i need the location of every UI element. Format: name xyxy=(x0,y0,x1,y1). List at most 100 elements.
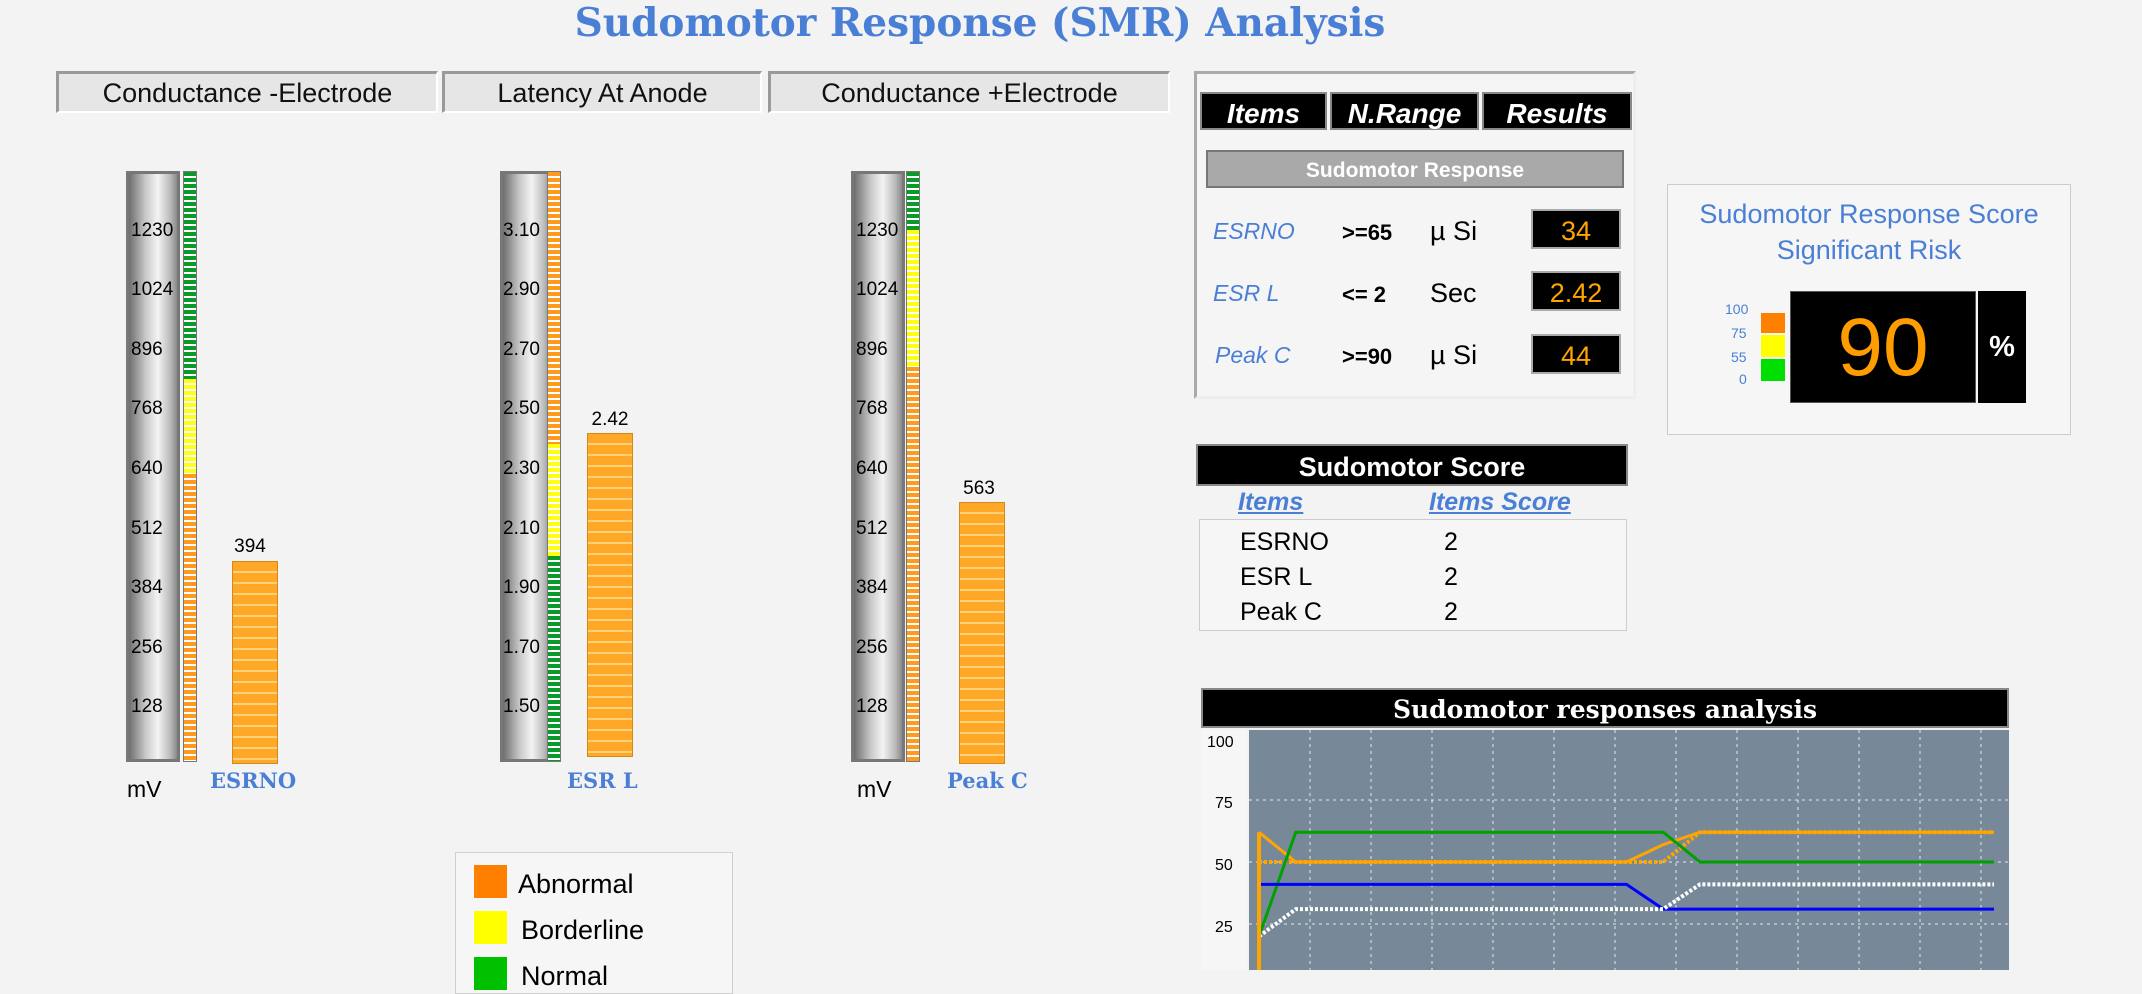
chart-series-line-2 xyxy=(1257,830,1994,937)
tick-label: 2.10 xyxy=(503,518,540,539)
chart-series-line-4 xyxy=(1257,882,1994,939)
tick-label: 1.50 xyxy=(503,696,540,717)
results-section-title: Sudomotor Response xyxy=(1206,150,1624,188)
table-cell-item: Peak C xyxy=(1240,598,1322,626)
chart-y-axis: 100 75 50 25 xyxy=(1201,730,1247,970)
chart-series-line-3 xyxy=(1259,882,1994,911)
tick-label: 256 xyxy=(131,637,163,658)
result-value: 2.42 xyxy=(1531,271,1621,311)
results-panel: Items N.Range Results Sudomotor Response… xyxy=(1194,71,1636,399)
page-title: Sudomotor Response (SMR) Analysis xyxy=(574,0,1386,46)
tick-label: 2.30 xyxy=(503,458,540,479)
result-item-range: >=65 xyxy=(1342,220,1393,245)
tick-label: 384 xyxy=(131,577,163,598)
table-cell-score: 2 xyxy=(1444,563,1458,591)
legend-swatch-abnormal xyxy=(474,865,507,898)
bar-value-esrl: 2.42 xyxy=(591,409,629,430)
bar-name-esrno: ESRNO xyxy=(210,768,297,793)
chart-y-tick: 100 xyxy=(1207,734,1234,751)
chart-series-line-0 xyxy=(1258,830,1994,864)
tick-label: 512 xyxy=(856,518,888,539)
chart-series-line-1 xyxy=(1259,830,1994,864)
scale-label: 75 xyxy=(1731,325,1747,341)
table-cell-score: 2 xyxy=(1444,598,1458,626)
result-item-unit: µ Si xyxy=(1430,216,1478,246)
tick-label: 256 xyxy=(856,637,888,658)
tick-label: 640 xyxy=(856,458,888,479)
tick-label: 640 xyxy=(131,458,163,479)
response-score-unit: % xyxy=(1978,291,2026,403)
result-value: 44 xyxy=(1531,334,1621,374)
bar-name-esrl: ESR L xyxy=(567,768,638,793)
gauge-esrno-scale xyxy=(126,171,180,762)
tick-label: 896 xyxy=(131,339,163,360)
chart-plot-area xyxy=(1249,730,2009,970)
result-item-name: ESR L xyxy=(1213,280,1280,306)
table-cell-item: ESR L xyxy=(1240,563,1313,591)
chart-y-tick: 75 xyxy=(1215,795,1233,812)
tick-label: 768 xyxy=(131,398,163,419)
legend-label: Normal xyxy=(521,961,609,991)
result-item-name: ESRNO xyxy=(1213,218,1295,244)
sudomotor-score-col-items: Items xyxy=(1238,488,1304,516)
bar-esrno xyxy=(232,561,278,764)
tick-label: 512 xyxy=(131,518,163,539)
legend-label: Borderline xyxy=(521,915,645,945)
tick-label: 768 xyxy=(856,398,888,419)
tick-label: 3.10 xyxy=(503,220,540,241)
tick-label: 2.50 xyxy=(503,398,540,419)
tick-label: 128 xyxy=(856,696,888,717)
gauge-peakc-scale xyxy=(851,171,905,762)
result-value: 34 xyxy=(1531,209,1621,249)
table-cell-score: 2 xyxy=(1444,528,1458,556)
tick-label: 2.90 xyxy=(503,279,540,300)
score-panel-risk: Significant Risk xyxy=(1776,235,1962,265)
tick-label: 896 xyxy=(856,339,888,360)
score-scale-normal xyxy=(1761,359,1785,381)
bar-esrl xyxy=(587,433,633,757)
sudomotor-score-col-score: Items Score xyxy=(1429,488,1571,516)
score-panel-title: Sudomotor Response Score xyxy=(1699,199,2039,229)
bar-peakc xyxy=(959,502,1005,764)
gauge-peakc-color-strip xyxy=(906,171,920,762)
column-header-conductance-pos: Conductance +Electrode xyxy=(768,71,1170,113)
unit-label: mV xyxy=(127,776,162,802)
result-item-range: >=90 xyxy=(1342,344,1393,369)
column-header-latency: Latency At Anode xyxy=(442,71,762,113)
score-scale-abnormal xyxy=(1761,313,1785,333)
result-item-unit: Sec xyxy=(1430,278,1477,308)
column-header-conductance-neg: Conductance -Electrode xyxy=(56,71,438,113)
table-cell-item: ESRNO xyxy=(1240,528,1329,556)
sudomotor-score-title: Sudomotor Score xyxy=(1196,444,1628,486)
scale-label: 100 xyxy=(1725,301,1749,317)
gauge-esrl-color-strip xyxy=(547,171,561,762)
result-item-name: Peak C xyxy=(1215,342,1291,368)
sudomotor-score-table: ESRNO 2 ESR L 2 Peak C 2 xyxy=(1199,519,1627,631)
tick-label: 1024 xyxy=(131,279,174,300)
chart-svg xyxy=(1249,730,2009,970)
results-header-items: Items xyxy=(1200,92,1327,130)
gauge-esrno-color-strip xyxy=(183,171,197,762)
tick-label: 1024 xyxy=(856,279,899,300)
tick-label: 2.70 xyxy=(503,339,540,360)
results-header-results: Results xyxy=(1482,92,1632,130)
legend: Abnormal Borderline Normal xyxy=(455,852,733,994)
tick-label: 1230 xyxy=(131,220,174,241)
chart-y-tick: 50 xyxy=(1215,857,1233,874)
results-header-range: N.Range xyxy=(1330,92,1479,130)
bar-value-esrno: 394 xyxy=(234,536,266,557)
result-item-range: <= 2 xyxy=(1342,282,1387,307)
tick-label: 1.90 xyxy=(503,577,540,598)
tick-label: 384 xyxy=(856,577,888,598)
bar-value-peakc: 563 xyxy=(963,478,995,499)
legend-label: Abnormal xyxy=(518,869,634,899)
result-item-unit: µ Si xyxy=(1430,340,1478,370)
bar-name-peakc: Peak C xyxy=(947,768,1028,793)
unit-label: mV xyxy=(857,776,892,802)
chart-title: Sudomotor responses analysis xyxy=(1201,688,2009,728)
tick-label: 128 xyxy=(131,696,163,717)
scale-label: 55 xyxy=(1731,349,1747,365)
tick-label: 1.70 xyxy=(503,637,540,658)
response-score-value: 90 xyxy=(1790,291,1976,403)
response-score-panel: Sudomotor Response Score Significant Ris… xyxy=(1667,184,2071,435)
